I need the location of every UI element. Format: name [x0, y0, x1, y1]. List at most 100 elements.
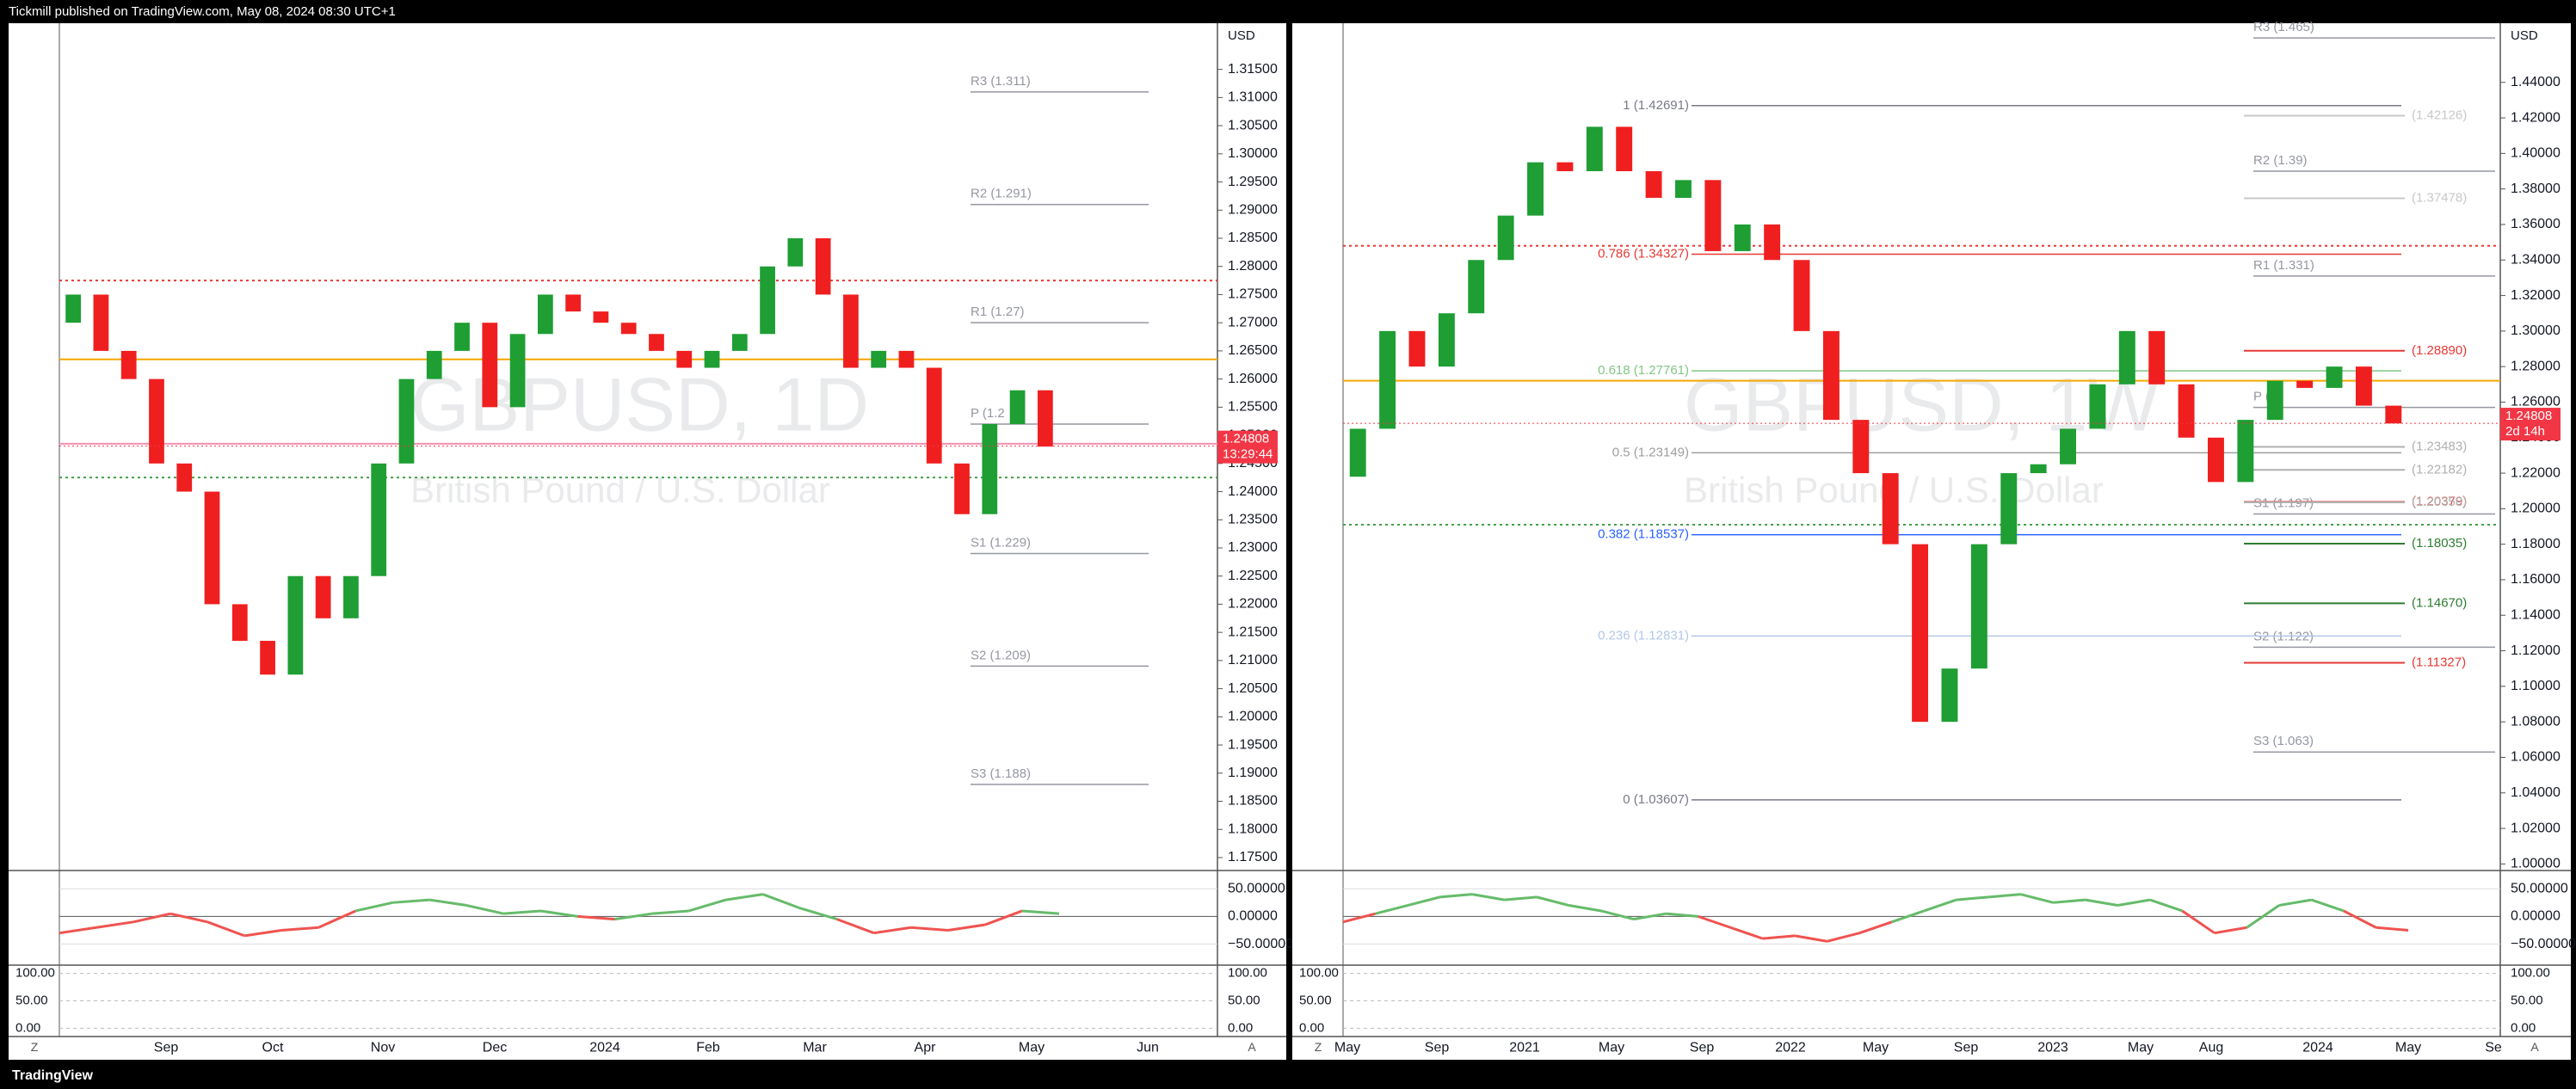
y-tick-label: 1.04000 [2511, 785, 2561, 800]
y-tick-label: 1.30000 [1228, 146, 1278, 161]
oscillator-segment [1536, 895, 1569, 907]
oscillator-segment [1794, 934, 1827, 943]
target-label: (1.14670) [2412, 595, 2467, 610]
y-tick-label: 1.26500 [1228, 343, 1278, 358]
pivot-label: S3 (1.188) [971, 766, 1031, 781]
stochastic-tick-label: 0.00 [15, 1020, 40, 1035]
y-tick-label: 1.23000 [1228, 540, 1278, 555]
x-tick-label: 2024 [589, 1041, 620, 1055]
target-label: (1.11327) [2412, 655, 2466, 669]
candle [1527, 162, 1544, 216]
countdown-label: 13:29:44 [1223, 447, 1273, 462]
candle [593, 311, 609, 323]
stochastic-tick-label: 0.00 [1299, 1020, 1324, 1035]
oscillator-tick-label: 0.00000 [1228, 909, 1278, 924]
stochastic-tick-label-right: 0.00 [2511, 1020, 2536, 1035]
y-tick-label: 1.22000 [2511, 465, 2561, 480]
symbol-description: British Pound / U.S. Dollar [410, 470, 830, 510]
y-tick-label: 1.06000 [2511, 750, 2561, 765]
stochastic-tick-label: 100.00 [15, 966, 55, 981]
y-tick-label: 1.24000 [1228, 484, 1278, 499]
x-tick-label: Oct [262, 1041, 284, 1055]
x-tick-label: May [1334, 1041, 1360, 1055]
y-tick-label: 1.20500 [1228, 681, 1278, 696]
candle [204, 491, 220, 605]
y-tick-label: 1.32000 [2511, 288, 2561, 303]
y-tick-label: 1.44000 [2511, 75, 2561, 89]
y-tick-label: 1.12000 [2511, 643, 2561, 658]
header-text: Tickmill published on TradingView.com, M… [9, 4, 396, 19]
candle [1556, 162, 1574, 172]
candle [704, 350, 720, 368]
candle [260, 640, 275, 675]
panel-background [1292, 23, 2571, 1060]
target-label: (1.42126) [2412, 108, 2467, 122]
oscillator-segment [2214, 926, 2247, 935]
y-tick-label: 1.36000 [2511, 217, 2561, 231]
y-tick-label: 1.27000 [1228, 315, 1278, 329]
oscillator-segment [1471, 893, 1505, 901]
candle [2030, 464, 2047, 474]
candle [954, 463, 970, 514]
fib-label: 0 (1.03607) [1623, 792, 1689, 807]
y-tick-label: 1.38000 [2511, 182, 2561, 196]
pivot-label: R3 (1.465) [2253, 20, 2314, 34]
candle [1941, 668, 1958, 723]
x-tick-label: Sep [1690, 1041, 1715, 1055]
y-tick-label: 1.18000 [1228, 821, 1278, 836]
oscillator-segment [1504, 895, 1538, 901]
oscillator-segment [762, 893, 801, 910]
oscillator-segment [651, 909, 689, 915]
oscillator-segment [1891, 909, 1925, 924]
stochastic-tick-label: 50.00 [15, 993, 48, 1007]
stochastic-tick-label-right: 100.00 [1228, 966, 1267, 981]
pivot-label: R1 (1.27) [971, 305, 1025, 319]
x-tick-label: May [2395, 1041, 2421, 1055]
oscillator-segment [392, 898, 430, 904]
y-tick-label: 1.30000 [2511, 323, 2561, 338]
candle [2000, 473, 2018, 544]
candle [815, 238, 831, 295]
corner-button[interactable]: A [1248, 1040, 1256, 1054]
candle [1037, 390, 1053, 447]
y-tick-label: 1.20000 [2511, 501, 2561, 516]
oscillator-segment [910, 926, 949, 932]
pivot-label: R3 (1.311) [971, 74, 1031, 89]
candle [1009, 390, 1026, 424]
header-bar [0, 0, 2576, 23]
y-tick-label: 1.10000 [2511, 679, 2561, 693]
y-tick-label: 1.25500 [1228, 400, 1278, 415]
stochastic-tick-label: 50.00 [1299, 993, 1332, 1007]
candle [1704, 180, 1722, 251]
candle [2296, 380, 2314, 388]
oscillator-segment [1568, 904, 1602, 913]
oscillator-segment [947, 923, 986, 932]
candle [2385, 405, 2402, 424]
pivot-label: S1 (1.229) [971, 535, 1031, 550]
candle [482, 323, 498, 408]
y-tick-label: 1.26000 [1228, 372, 1278, 386]
y-tick-label: 1.40000 [2511, 146, 2561, 161]
stochastic-tick-label-right: 50.00 [2511, 993, 2543, 1007]
oscillator-segment [1698, 914, 1731, 929]
oscillator-segment [1762, 934, 1796, 940]
y-tick-label: 1.19000 [1228, 766, 1278, 780]
candle [1468, 260, 1485, 314]
oscillator-segment [1988, 893, 2021, 899]
last-price-label: 1.24808 [1223, 432, 1269, 446]
target-label: (1.18035) [2412, 536, 2467, 551]
oscillator-tick-label: 0.00000 [2511, 909, 2561, 924]
x-tick-label: May [1599, 1041, 1624, 1055]
target-label: (1.28890) [2412, 343, 2467, 358]
corner-button[interactable]: A [2530, 1040, 2539, 1054]
candle [509, 334, 526, 408]
candle [620, 323, 637, 335]
oscillator-segment [2085, 898, 2118, 908]
candle [1616, 126, 1633, 172]
y-tick-label: 1.19500 [1228, 737, 1278, 752]
oscillator-segment [2020, 893, 2054, 904]
corner-button[interactable]: Z [1315, 1040, 1322, 1054]
last-price-tag [1217, 430, 1278, 464]
candle [537, 294, 553, 335]
corner-button[interactable]: Z [31, 1040, 39, 1054]
